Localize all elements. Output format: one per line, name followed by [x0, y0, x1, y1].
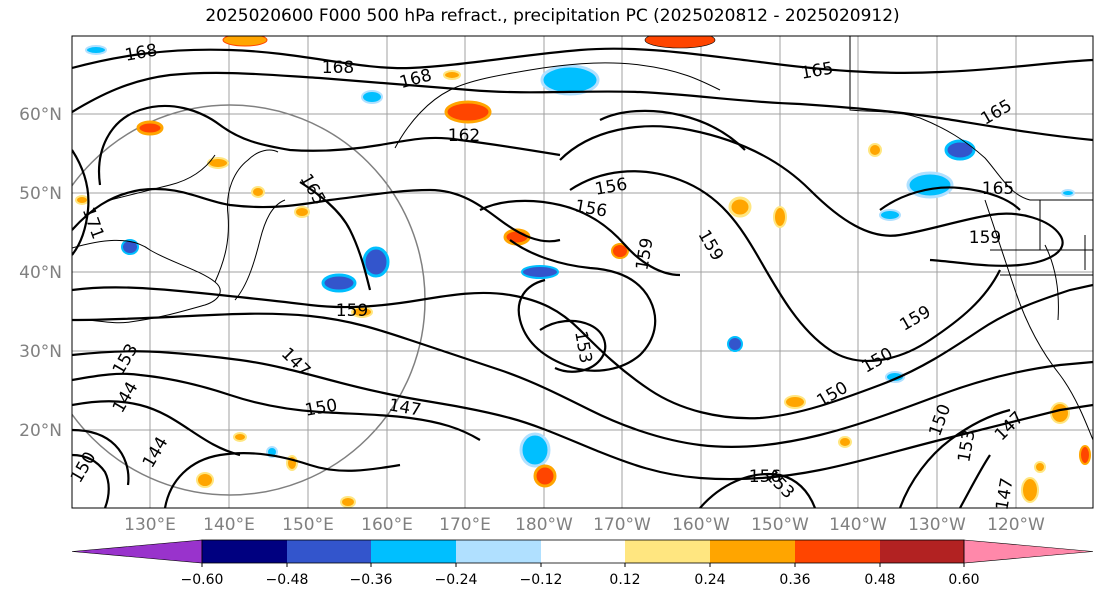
contour-label: 159 [969, 228, 1001, 248]
colorbar-tick-label: 0.60 [948, 572, 979, 588]
colorbar-tick-label: 0.48 [864, 572, 895, 588]
longitude-labels: 130°E 140°E 150°E 160°E 170°E 180°W 170°W 160°W… [124, 515, 1045, 535]
latitude-label: 40°N [19, 263, 62, 283]
longitude-label: 180°W [515, 515, 573, 535]
longitude-label: 120°W [987, 515, 1045, 535]
longitude-label: 160°W [672, 515, 730, 535]
longitude-label: 150°E [282, 515, 334, 535]
longitude-label: 140°W [829, 515, 887, 535]
contour-label: 159 [336, 301, 368, 321]
colorbar-segment [795, 540, 880, 563]
colorbar-tick-label: −0.24 [435, 572, 478, 588]
colorbar-segment [202, 540, 287, 563]
colorbar-segment [710, 540, 795, 563]
colorbar-segment [371, 540, 456, 563]
colorbar-segment [71, 539, 203, 564]
longitude-label: 150°W [751, 515, 809, 535]
latitude-label: 50°N [19, 184, 62, 204]
longitude-label: 140°E [203, 515, 255, 535]
map-title: 2025020600 F000 500 hPa refract., precip… [205, 6, 900, 26]
contour-label: 165 [982, 179, 1014, 199]
colorbar-segment [625, 540, 710, 563]
contour-label: 156 [749, 467, 781, 487]
colorbar-segment [287, 540, 371, 563]
colorbar-outline [201, 539, 965, 564]
latitude-label: 60°N [19, 105, 62, 125]
colorbar-tick-label: −0.60 [181, 572, 224, 588]
colorbar-segment [963, 539, 1094, 564]
contour-label: 168 [322, 58, 354, 78]
longitude-label: 170°W [593, 515, 651, 535]
latitude-label: 30°N [19, 342, 62, 362]
colorbar-segment [456, 540, 541, 563]
plot-frame [71, 35, 1094, 509]
colorbar-segment [880, 540, 964, 563]
precip-patches [75, 36, 1091, 508]
colorbar-tick-label: −0.36 [350, 572, 393, 588]
longitude-label: 170°E [439, 515, 491, 535]
latitude-label: 20°N [19, 421, 62, 441]
colorbar: −0.60 −0.48 −0.36 −0.24 −0.12 0.12 0.24 0.36 0.4… [71, 539, 1094, 588]
colorbar-tick-label: −0.48 [266, 572, 309, 588]
contour-label: 162 [448, 126, 480, 146]
longitude-label: 160°E [361, 515, 413, 535]
colorbar-tick-label: −0.12 [520, 572, 563, 588]
refractivity-contours [72, 47, 1093, 508]
colorbar-tick-label: 0.36 [779, 572, 810, 588]
colorbar-segment [541, 540, 625, 563]
colorbar-tick-label: 0.24 [694, 572, 725, 588]
latitude-labels: 60°N 50°N 40°N 30°N 20°N [19, 105, 62, 441]
colorbar-tick-label: 0.12 [609, 572, 640, 588]
longitude-label: 130°W [908, 515, 966, 535]
longitude-label: 130°E [124, 515, 176, 535]
